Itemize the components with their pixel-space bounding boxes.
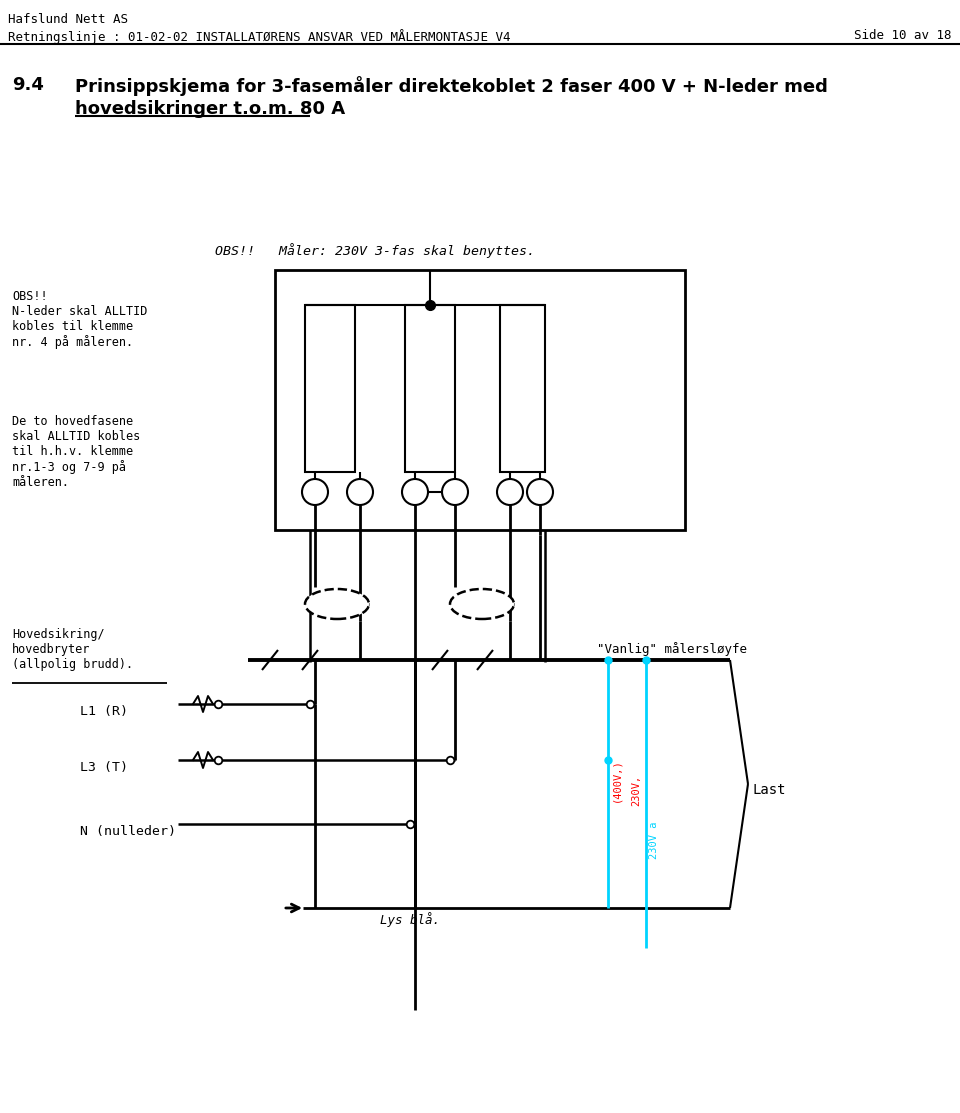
Bar [275, 270, 685, 530]
Text: 230V,: 230V, [631, 775, 641, 806]
Circle shape [442, 479, 468, 505]
Text: L1 (R): L1 (R) [80, 705, 128, 718]
Text: (400V,): (400V,) [611, 758, 621, 801]
Circle shape [402, 479, 428, 505]
Text: 230V a: 230V a [649, 821, 659, 859]
Text: OBS!!   Måler: 230V 3-fas skal benyttes.: OBS!! Måler: 230V 3-fas skal benyttes. [215, 243, 535, 258]
Ellipse shape [450, 589, 514, 619]
Text: 1: 1 [312, 493, 319, 503]
Text: 4: 4 [412, 493, 419, 503]
Text: Hafslund Nett AS: Hafslund Nett AS [8, 13, 128, 26]
Bar [305, 305, 355, 472]
Text: 9.4: 9.4 [12, 76, 44, 93]
Text: N (nulleder): N (nulleder) [80, 825, 176, 837]
Text: Prinsippskjema for 3-fasemåler direktekoblet 2 faser 400 V + N-leder med: Prinsippskjema for 3-fasemåler direkteko… [75, 76, 828, 96]
Circle shape [347, 479, 373, 505]
Text: Side 10 av 18: Side 10 av 18 [854, 29, 952, 42]
Text: L3 (T): L3 (T) [80, 760, 128, 774]
Text: hovedsikringer t.o.m. 80 A: hovedsikringer t.o.m. 80 A [75, 100, 346, 118]
Circle shape [527, 479, 553, 505]
Text: 3: 3 [356, 493, 364, 503]
Text: Retningslinje : 01-02-02 INSTALLATØRENS ANSVAR VED MÅLERMONTASJE V4: Retningslinje : 01-02-02 INSTALLATØRENS … [8, 29, 511, 45]
Ellipse shape [305, 589, 369, 619]
Text: Lys blå.: Lys blå. [380, 912, 440, 927]
Text: De to hovedfasene
skal ALLTID kobles
til h.h.v. klemme
nr.1-3 og 7-9 på
måleren.: De to hovedfasene skal ALLTID kobles til… [12, 415, 140, 489]
Text: Hovedsikring/
hovedbryter
(allpolig brudd).: Hovedsikring/ hovedbryter (allpolig brud… [12, 628, 133, 671]
Text: 6: 6 [451, 493, 458, 503]
Text: "Vanlig" målersløyfe: "Vanlig" målersløyfe [597, 642, 747, 656]
Bar [405, 305, 455, 472]
Text: 7: 7 [507, 493, 514, 503]
Text: OBS!!
N-leder skal ALLTID
kobles til klemme
nr. 4 på måleren.: OBS!! N-leder skal ALLTID kobles til kle… [12, 290, 148, 349]
Circle shape [302, 479, 328, 505]
Bar [500, 305, 545, 472]
Circle shape [497, 479, 523, 505]
Text: 9: 9 [537, 493, 543, 503]
Text: Last: Last [752, 784, 785, 797]
